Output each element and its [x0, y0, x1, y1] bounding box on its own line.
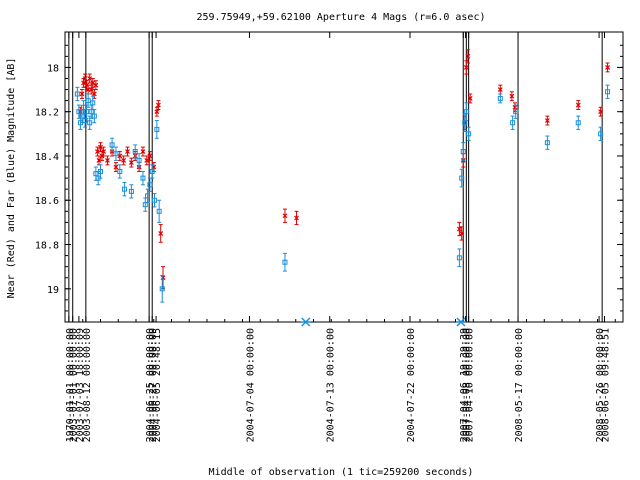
near-point	[144, 155, 150, 166]
far-point	[598, 126, 604, 141]
x-tick-label: 2007-04-10 00:00:00	[465, 328, 476, 442]
x-tick-label: 2003-08-12 00:00:00	[82, 328, 93, 442]
near-point	[121, 155, 127, 166]
far-point	[154, 120, 160, 139]
near-point	[128, 157, 134, 168]
far-point	[145, 188, 151, 203]
near-point	[101, 146, 107, 157]
plot-frame	[64, 31, 624, 323]
y-tick-label: 18	[47, 63, 59, 74]
x-tick-label: 2003-07-01 00:00:00	[69, 328, 80, 442]
near-point	[158, 224, 164, 243]
far-point	[605, 84, 611, 99]
near-point	[93, 80, 99, 91]
x-tick-label: 2004-07-22 00:00:00	[406, 328, 417, 442]
x-tick-label: 2004-07-13 00:00:00	[326, 328, 337, 442]
x-tick-label: 2008-05-26 00:00:00	[595, 328, 606, 442]
near-point	[155, 100, 161, 110]
x-tick-label: 1970-01-01 00:00:00	[65, 328, 76, 442]
near-point	[465, 49, 471, 64]
x-axis-label: Middle of observation (1 tic=259200 seco…	[209, 467, 474, 478]
near-point	[117, 151, 123, 161]
far-point	[456, 248, 462, 268]
near-point	[282, 208, 288, 223]
far-point	[513, 104, 519, 119]
far-point	[510, 115, 516, 130]
far-point	[128, 184, 134, 199]
near-point	[160, 266, 166, 290]
far-point	[136, 153, 142, 168]
far-point	[74, 86, 80, 102]
near-point	[544, 115, 550, 126]
chart-title: 259.75949,+59.62100 Aperture 4 Mags (r=6…	[197, 12, 486, 23]
far-point	[142, 197, 148, 212]
y-axis-label: Near (Red) and Far (Blue) Magnitude [AB]	[6, 58, 17, 299]
near-point	[79, 89, 85, 99]
x-tick-label: 2004-06-05 20:48:15	[152, 328, 163, 442]
near-point	[113, 162, 119, 172]
near-point	[140, 146, 146, 157]
y-tick-label: 18.6	[35, 196, 59, 207]
far-point	[282, 252, 288, 272]
epoch-lines	[68, 32, 603, 322]
near-point	[87, 73, 93, 84]
y-tick-label: 19	[47, 285, 59, 296]
x-tick-label: 2004-06-27 00:00:00	[148, 328, 159, 442]
near-point	[509, 91, 515, 102]
y-tick-label: 18.2	[35, 108, 59, 119]
far-point	[575, 115, 581, 130]
x-tick-label: 2008-06-05 09:48:51	[600, 328, 611, 442]
far-point	[109, 137, 115, 153]
near-point	[147, 151, 153, 161]
near-point	[98, 142, 103, 153]
y-axis: 18 18.2 18.4 18.6 18.8 19	[35, 44, 623, 312]
near-point	[598, 106, 604, 117]
near-point	[497, 84, 503, 95]
near-point	[512, 102, 518, 113]
near-point	[605, 62, 610, 73]
far-point	[463, 102, 469, 122]
far-point	[460, 142, 466, 161]
near-point	[575, 100, 581, 110]
x-tick-label: 2008-05-17 00:00:00	[514, 328, 525, 442]
far-point	[159, 275, 165, 303]
y-tick-label: 18.8	[35, 241, 59, 252]
near-point	[90, 77, 96, 88]
x-tick-label: 2007-04-06 19:39:39	[459, 328, 470, 442]
far-point	[113, 146, 119, 161]
near-point	[105, 155, 110, 166]
upper-limit-star	[300, 317, 311, 327]
far-point	[117, 164, 123, 179]
far-point	[466, 126, 472, 141]
data-points	[74, 49, 611, 327]
far-point	[152, 193, 158, 208]
x-tick-label: 2004-06-25 00:00:00	[145, 328, 156, 442]
far-point	[149, 164, 155, 179]
far-point	[121, 182, 127, 197]
far-point	[132, 144, 138, 159]
far-point	[85, 93, 91, 108]
far-point	[544, 135, 550, 150]
near-point	[125, 146, 130, 157]
upper-limit-star	[455, 317, 466, 327]
near-point	[467, 93, 473, 104]
far-point	[91, 108, 97, 124]
x-tick-label: 2004-07-04 00:00:00	[245, 328, 256, 442]
far-point	[140, 170, 146, 186]
far-point	[497, 93, 503, 104]
far-point	[98, 164, 104, 179]
near-point	[456, 221, 462, 237]
far-point	[156, 199, 162, 223]
x-tick-label: 2007-04-08 00:00:00	[462, 328, 473, 442]
near-point	[294, 210, 299, 226]
near-point	[459, 226, 465, 241]
y-tick-label: 18.4	[35, 152, 59, 163]
far-point	[459, 168, 465, 188]
x-tick-label: 2003-07-03 18:00:09	[75, 328, 86, 442]
